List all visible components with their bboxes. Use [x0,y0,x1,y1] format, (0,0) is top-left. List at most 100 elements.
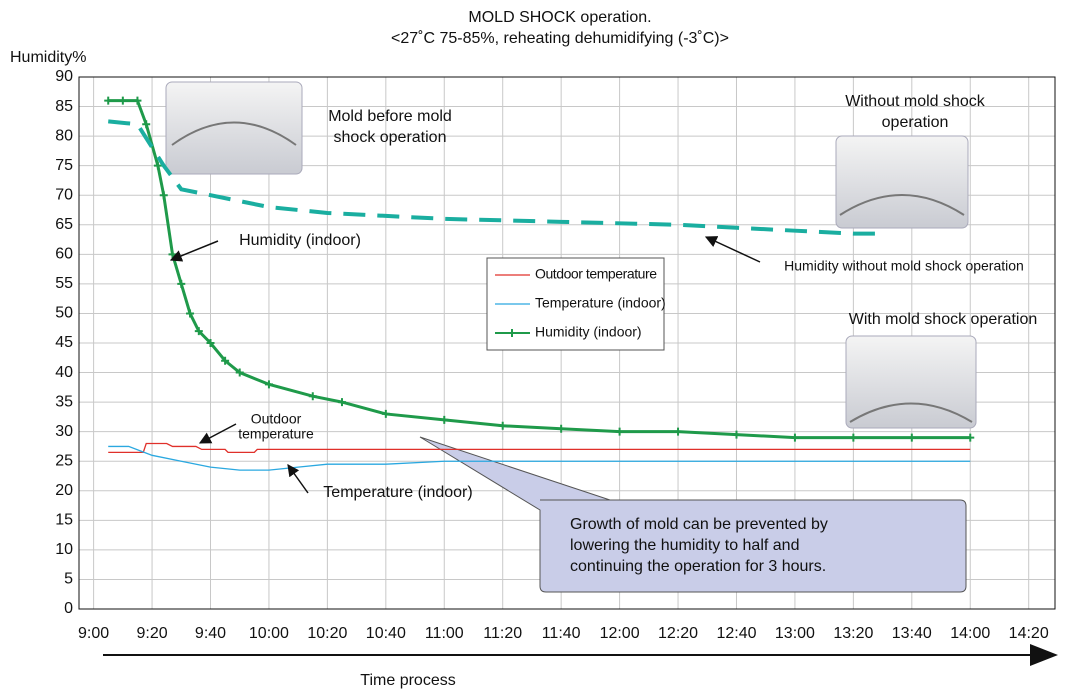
annotation: Without mold shock [845,93,986,110]
point-marker [440,415,449,424]
point-marker [308,392,317,401]
y-tick-label: 45 [55,334,73,351]
callout-box [419,436,967,593]
series-line [108,442,971,454]
x-tick-label: 11:40 [542,625,581,642]
y-tick-label: 30 [55,423,73,440]
photo-without [835,135,969,229]
y-tick-label: 20 [55,482,73,499]
x-tick-label: 13:20 [833,625,873,642]
y-tick-label: 75 [55,157,73,174]
x-tick-label: 11:20 [483,625,522,642]
point-marker [177,279,186,288]
annotation: Mold before mold [328,108,452,125]
time-arrowhead [1030,644,1058,666]
photos [165,81,977,429]
point-marker [966,433,975,442]
y-axis-label: Humidity% [10,49,86,66]
point-marker [118,96,127,105]
point-marker [264,380,273,389]
x-tick-label: 12:40 [716,625,756,642]
annotation: Humidity (indoor) [239,232,361,249]
y-tick-label: 60 [55,246,73,263]
point-marker [557,424,566,433]
point-marker [186,309,195,318]
point-marker [142,120,151,129]
reference-line [108,119,883,236]
reference-line-label: Humidity without mold shock operation [784,258,1024,274]
point-marker [907,433,916,442]
point-marker [337,398,346,407]
y-tick-label: 40 [55,364,73,381]
x-tick-label: 10:00 [249,625,289,642]
x-axis-label: Time process [360,672,455,689]
point-marker [674,427,683,436]
y-tick-label: 15 [55,512,73,529]
x-tick-label: 12:00 [600,625,640,642]
annotation: continuing the operation for 3 hours. [570,558,826,575]
point-marker [235,368,244,377]
y-tick-label: 5 [64,571,73,588]
point-marker [153,161,162,170]
annotation-arrow [169,240,219,262]
x-tick-label: 11:00 [425,625,464,642]
y-tick-label: 35 [55,393,73,410]
y-tick-label: 10 [55,541,73,558]
y-tick-label: 55 [55,275,73,292]
x-tick-label: 13:00 [775,625,815,642]
point-marker [206,339,215,347]
y-tick-label: 85 [55,98,73,115]
point-marker [104,96,113,105]
y-tick-label: 50 [55,305,73,322]
x-tick-label: 14:20 [1009,625,1049,642]
annotation-arrow [287,464,309,494]
x-tick-label: 9:40 [195,625,226,642]
point-marker [194,327,203,336]
point-marker [615,427,624,436]
point-marker [381,409,390,418]
point-marker [498,421,507,430]
annotation: Growth of mold can be prevented by [570,516,828,533]
annotation-arrow [704,236,761,263]
y-tick-label: 0 [64,600,73,617]
x-tick-label: 10:20 [307,625,347,642]
annotation: lowering the humidity to half and [570,537,799,554]
legend-label: Humidity (indoor) [535,324,642,340]
point-marker [732,430,741,439]
legend-label: Outdoor temperature [535,266,657,282]
point-marker [159,191,168,200]
legend-marker [508,329,516,337]
point-marker [790,433,799,442]
chart-title: MOLD SHOCK operation. [468,9,651,26]
annotation: temperature [238,426,314,442]
point-marker [221,356,230,365]
photo-arc [171,121,297,146]
x-tick-label: 9:20 [136,625,167,642]
annotation: With mold shock operation [849,311,1038,328]
y-tick-label: 80 [55,127,73,144]
point-marker [133,96,142,105]
chart-title: <27˚C 75-85%, reheating dehumidifying (-… [391,30,729,47]
x-tick-label: 13:40 [892,625,932,642]
x-tick-label: 14:00 [950,625,990,642]
x-tick-label: 12:20 [658,625,698,642]
y-tick-label: 25 [55,452,73,469]
point-marker [849,433,858,442]
photo-with [845,335,977,429]
photo-arc [849,402,973,423]
legend-label: Temperature (indoor) [535,295,666,311]
annotation: Outdoor [251,411,302,427]
y-tick-label: 90 [55,68,73,85]
y-tick-label: 70 [55,186,73,203]
plot-border [78,76,1056,610]
x-tick-label: 9:00 [78,625,109,642]
photo-before [165,81,303,175]
x-tick-label: 10:40 [366,625,406,642]
annotation: Temperature (indoor) [323,484,472,501]
y-tick-label: 65 [55,216,73,233]
annotation: shock operation [334,129,447,146]
annotation: operation [882,114,949,131]
photo-arc [839,194,965,216]
annotation-arrow [198,423,237,444]
